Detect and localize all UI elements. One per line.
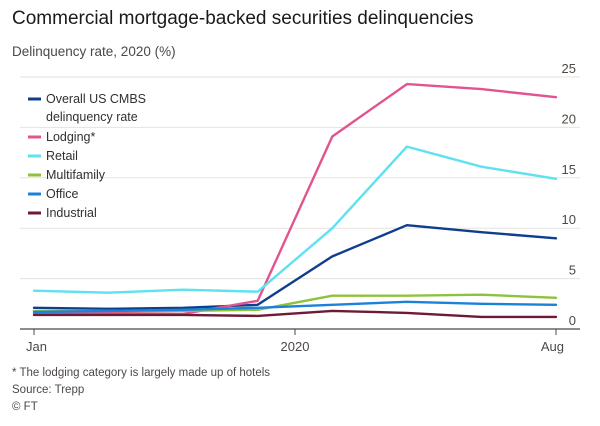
series-line-4 xyxy=(32,300,558,314)
y-tick-label-0: 0 xyxy=(569,313,576,328)
legend-label-5: Industrial xyxy=(46,206,97,220)
legend-label-4: Office xyxy=(46,187,78,201)
x-tick-label-jan: Jan xyxy=(26,339,47,354)
y-tick-label-5: 5 xyxy=(569,263,576,278)
y-axis-ticks: 0 5 10 15 20 25 xyxy=(562,61,576,328)
series-line-1 xyxy=(32,82,558,316)
legend-label-0: delinquency rate xyxy=(46,110,138,124)
chart-subtitle: Delinquency rate, 2020 (%) xyxy=(12,44,176,59)
legend-label-1: Lodging* xyxy=(46,130,95,144)
x-tick-label-aug: Aug xyxy=(541,339,564,354)
x-axis: Jan 2020 Aug xyxy=(26,329,564,354)
series-line-2 xyxy=(32,145,558,294)
x-tick-label-2020: 2020 xyxy=(281,339,310,354)
footnote-source: Source: Trepp xyxy=(12,384,85,396)
y-tick-label-10: 10 xyxy=(562,212,576,227)
legend-label-3: Multifamily xyxy=(46,168,106,182)
legend-label-2: Retail xyxy=(46,149,78,163)
series-line-0 xyxy=(32,223,558,310)
y-tick-label-20: 20 xyxy=(562,111,576,126)
y-tick-label-15: 15 xyxy=(562,162,576,177)
series-line-5 xyxy=(32,309,558,319)
line-chart: 0 5 10 15 20 25 Jan 2020 Aug Overall US CMBS del… xyxy=(20,61,580,354)
series-lines xyxy=(32,82,558,319)
footnote-lodging: * The lodging category is largely made u… xyxy=(12,367,271,379)
legend: Overall US CMBS delinquency rate Lodging* R… xyxy=(28,92,146,220)
chart-title: Commercial mortgage-backed securities de… xyxy=(12,8,474,29)
y-tick-label-25: 25 xyxy=(562,61,576,76)
footnote-copyright: © FT xyxy=(12,401,38,413)
gridlines xyxy=(20,76,580,330)
legend-label-0: Overall US CMBS xyxy=(46,92,146,106)
